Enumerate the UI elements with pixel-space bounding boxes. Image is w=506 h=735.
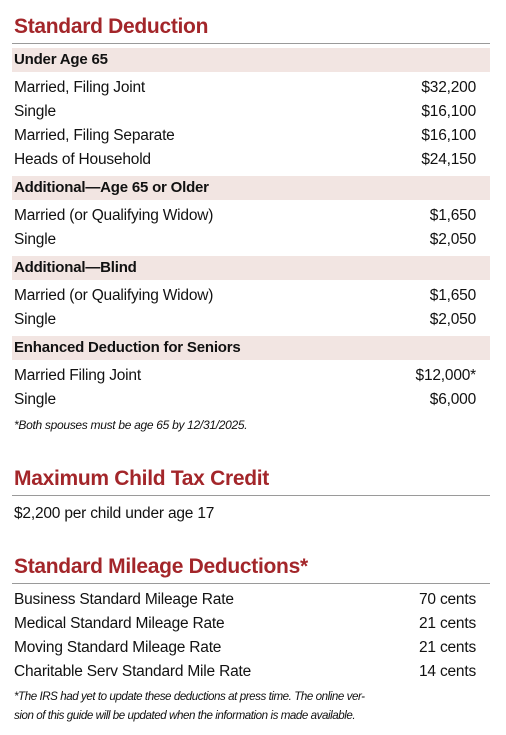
row-label: Single bbox=[14, 231, 56, 248]
footnote-line: *The IRS had yet to update these deducti… bbox=[14, 690, 365, 703]
footnote: *The IRS had yet to update these deducti… bbox=[12, 684, 490, 725]
row-label: Married (or Qualifying Widow) bbox=[14, 287, 214, 304]
table-row: Heads of Household $24,150 bbox=[12, 148, 490, 172]
row-label: Married (or Qualifying Widow) bbox=[14, 207, 214, 224]
row-value: $12,000* bbox=[415, 367, 477, 384]
row-label: Single bbox=[14, 311, 56, 328]
section-text: $2,200 per child under age 17 bbox=[14, 505, 215, 522]
row-label: Charitable Serv Standard Mile Rate bbox=[14, 663, 252, 680]
row-label: Moving Standard Mileage Rate bbox=[14, 639, 222, 656]
row-value: 21 cents bbox=[419, 615, 476, 632]
table-row: Married, Filing Joint $32,200 bbox=[12, 76, 490, 100]
table-row: Charitable Serv Standard Mile Rate 14 cen… bbox=[12, 660, 490, 684]
section-title: Maximum Child Tax Credit bbox=[12, 462, 490, 496]
row-value: $1,650 bbox=[429, 207, 476, 224]
row-label: Married, Filing Separate bbox=[14, 127, 175, 144]
rows: Married (or Qualifying Widow) $1,650 Singl… bbox=[12, 200, 490, 252]
table-row: Medical Standard Mileage Rate 21 cents bbox=[12, 612, 490, 636]
table-row: Married (or Qualifying Widow) $1,650 bbox=[12, 284, 490, 308]
table-row: Married, Filing Separate $16,100 bbox=[12, 124, 490, 148]
document: Standard Deduction Under Age 65 Married, F… bbox=[12, 0, 490, 725]
row-value: $6,000 bbox=[429, 391, 476, 408]
section: Standard Deduction Under Age 65 Married, F… bbox=[12, 10, 490, 438]
table-row: Business Standard Mileage Rate 70 cents bbox=[12, 588, 490, 612]
row-label: Business Standard Mileage Rate bbox=[14, 591, 234, 608]
row-label: Heads of Household bbox=[14, 151, 151, 168]
section-title: Standard Mileage Deductions* bbox=[12, 550, 490, 584]
group-heading: Additional—Blind bbox=[12, 256, 490, 280]
row-label: Single bbox=[14, 103, 56, 120]
table-row: Moving Standard Mileage Rate 21 cents bbox=[12, 636, 490, 660]
row-value: 21 cents bbox=[419, 639, 476, 656]
row-value: $1,650 bbox=[429, 287, 476, 304]
rows: Married Filing Joint $12,000* Single $6,000 bbox=[12, 360, 490, 412]
section: Maximum Child Tax Credit $2,200 per child… bbox=[12, 462, 490, 526]
row-label: Married, Filing Joint bbox=[14, 79, 146, 96]
row-label: Single bbox=[14, 391, 56, 408]
table-row: Single $16,100 bbox=[12, 100, 490, 124]
row-value: $16,100 bbox=[421, 127, 476, 144]
table-row: Single $2,050 bbox=[12, 228, 490, 252]
row-value: $2,050 bbox=[429, 231, 476, 248]
row-label: Medical Standard Mileage Rate bbox=[14, 615, 225, 632]
rows: Married (or Qualifying Widow) $1,650 Singl… bbox=[12, 280, 490, 332]
row-value: $32,200 bbox=[421, 79, 476, 96]
group-heading: Additional—Age 65 or Older bbox=[12, 176, 490, 200]
footnote: *Both spouses must be age 65 by 12/31/20… bbox=[14, 418, 248, 432]
table-row: Single $6,000 bbox=[12, 388, 490, 412]
section: Standard Mileage Deductions* Business Sta… bbox=[12, 550, 490, 725]
rows: Business Standard Mileage Rate 70 cents Me… bbox=[12, 584, 490, 684]
row-value: $24,150 bbox=[421, 151, 476, 168]
row-value: $16,100 bbox=[421, 103, 476, 120]
table-row: Married Filing Joint $12,000* bbox=[12, 364, 490, 388]
section-title: Standard Deduction bbox=[12, 10, 490, 44]
table-row: Married (or Qualifying Widow) $1,650 bbox=[12, 204, 490, 228]
rows: Married, Filing Joint $32,200 Single $16,10… bbox=[12, 72, 490, 172]
row-value: $2,050 bbox=[429, 311, 476, 328]
footnote-line: sion of this guide will be updated when … bbox=[14, 709, 356, 722]
group-heading: Enhanced Deduction for Seniors bbox=[12, 336, 490, 360]
table-row: Single $2,050 bbox=[12, 308, 490, 332]
row-value: 14 cents bbox=[419, 663, 476, 680]
group-heading: Under Age 65 bbox=[12, 48, 490, 72]
row-value: 70 cents bbox=[419, 591, 476, 608]
row-label: Married Filing Joint bbox=[14, 367, 141, 384]
